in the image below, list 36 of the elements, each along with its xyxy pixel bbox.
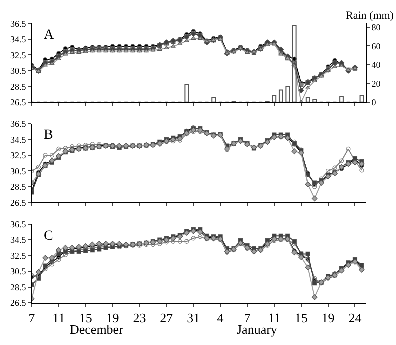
- y-tick-label: 32.5: [10, 250, 27, 261]
- y-tick-label: 28.5: [10, 82, 27, 92]
- y-tick-label: 28.5: [10, 182, 27, 192]
- chart-title: A: [44, 28, 55, 43]
- x-tick-label: 15: [294, 310, 308, 326]
- y-tick-label: 36.5: [10, 219, 27, 230]
- x-tick-label: 24: [348, 310, 362, 326]
- y-tick-label: 34.5: [10, 235, 27, 246]
- y-tick-label: 28.5: [10, 282, 27, 292]
- y2-tick-label: 60: [372, 41, 382, 52]
- x-tick-label: 4: [217, 310, 224, 326]
- y2-axis-title: Rain (mm): [346, 10, 394, 22]
- chart-title: B: [44, 128, 54, 143]
- x-tick-label: 11: [52, 310, 66, 326]
- x-tick-label: 19: [322, 310, 335, 326]
- x-tick-label: 27: [160, 310, 174, 326]
- y-tick-label: 30.5: [10, 66, 27, 76]
- y-tick-label: 32.5: [10, 150, 27, 161]
- y-tick-label: 30.5: [10, 166, 27, 176]
- x-tick-label: 7: [28, 310, 36, 326]
- y-tick-label: 36.5: [10, 119, 27, 130]
- y-tick-label: 26.5: [10, 98, 27, 108]
- x-tick-label: 31: [187, 310, 200, 326]
- y2-tick-label: 20: [372, 78, 382, 89]
- y-tick-label: 34.5: [10, 34, 27, 45]
- chart-title: C: [44, 229, 54, 244]
- y-tick-label: 26.5: [10, 198, 27, 208]
- y2-tick-label: 40: [372, 60, 382, 70]
- x-tick-label: 23: [133, 310, 146, 326]
- y-tick-label: 36.5: [10, 18, 27, 29]
- y-tick-label: 32.5: [10, 50, 27, 60]
- y-tick-label: 26.5: [10, 298, 27, 308]
- y-tick-label: 30.5: [10, 266, 27, 277]
- y-tick-label: 34.5: [10, 134, 27, 145]
- y2-tick-label: 80: [372, 22, 382, 33]
- y2-tick-label: 0: [372, 98, 377, 108]
